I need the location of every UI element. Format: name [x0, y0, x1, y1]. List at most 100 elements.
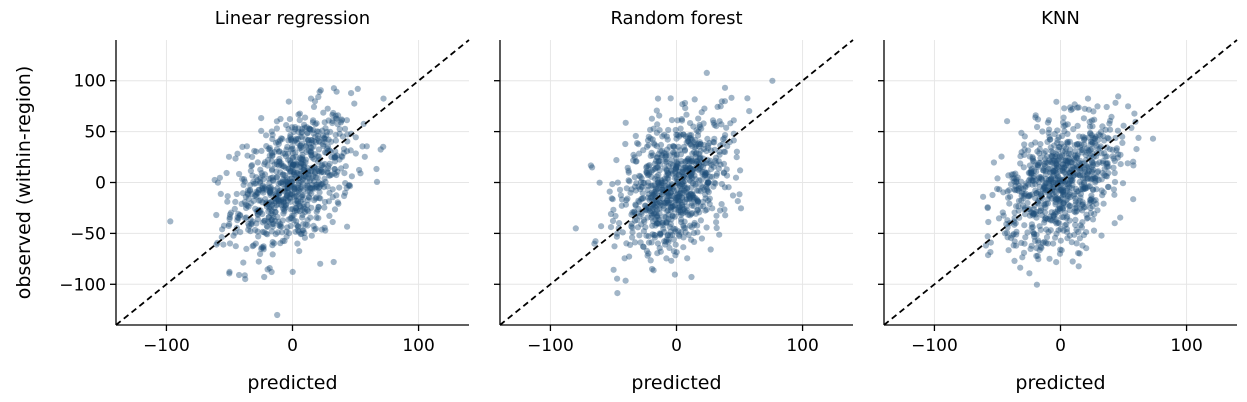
scatter-point — [1083, 184, 1091, 191]
scatter-point — [287, 191, 294, 198]
scatter-point — [695, 167, 702, 174]
scatter-point — [1004, 234, 1011, 241]
scatter-point — [1073, 163, 1080, 170]
scatter-point — [310, 172, 317, 179]
scatter-point — [628, 223, 635, 230]
scatter-point — [1075, 171, 1082, 178]
scatter-point — [723, 172, 731, 179]
scatter-point — [316, 88, 323, 95]
scatter-point — [296, 202, 303, 210]
scatter-point — [675, 206, 682, 214]
scatter-point — [1013, 231, 1020, 238]
scatter-point — [280, 210, 287, 217]
scatter-point — [276, 148, 283, 155]
scatter-point — [662, 199, 669, 206]
scatter-point — [622, 277, 629, 284]
scatter-point — [316, 168, 323, 175]
scatter-point — [279, 150, 286, 157]
scatter-point — [675, 193, 683, 200]
scatter-point — [1020, 195, 1027, 202]
scatter-point — [673, 160, 680, 167]
scatter-point — [672, 168, 679, 175]
scatter-point — [634, 224, 642, 231]
scatter-point — [290, 169, 298, 176]
scatter-point — [1074, 104, 1081, 111]
scatter-point — [1082, 203, 1089, 210]
scatter-point — [687, 191, 694, 198]
scatter-point — [661, 131, 668, 138]
scatter-point — [653, 173, 660, 180]
scatter-point — [654, 176, 661, 183]
scatter-point — [705, 197, 712, 204]
scatter-point — [1028, 224, 1035, 231]
scatter-point — [648, 149, 655, 156]
scatter-point — [654, 164, 661, 171]
scatter-point — [723, 124, 730, 131]
scatter-point — [626, 178, 633, 185]
scatter-point — [334, 199, 341, 206]
scatter-point — [274, 213, 281, 221]
scatter-point — [1085, 148, 1092, 155]
scatter-point — [657, 231, 664, 238]
scatter-point — [1049, 180, 1056, 187]
scatter-point — [658, 181, 665, 189]
scatter-point — [655, 180, 662, 187]
scatter-point — [662, 150, 669, 157]
scatter-point — [637, 186, 644, 193]
scatter-point — [657, 199, 664, 207]
scatter-point — [697, 217, 705, 224]
scatter-point — [300, 201, 307, 208]
scatter-point — [670, 149, 677, 156]
scatter-point — [1081, 141, 1088, 148]
scatter-point — [325, 165, 332, 172]
scatter-point — [694, 198, 701, 205]
scatter-point — [268, 174, 275, 182]
scatter-point — [643, 232, 650, 239]
scatter-point — [1010, 231, 1017, 238]
scatter-point — [1041, 161, 1048, 168]
scatter-point — [293, 169, 301, 176]
scatter-point — [257, 180, 264, 187]
scatter-point — [329, 117, 336, 125]
scatter-point — [635, 183, 642, 190]
scatter-point — [697, 155, 704, 162]
scatter-point — [265, 208, 272, 215]
scatter-point — [1011, 221, 1018, 228]
scatter-point — [1049, 149, 1056, 156]
scatter-point — [1048, 195, 1055, 202]
scatter-point — [618, 202, 625, 209]
scatter-point — [689, 190, 696, 197]
scatter-point — [342, 189, 349, 196]
scatter-point — [297, 178, 305, 185]
scatter-point — [292, 136, 299, 144]
scatter-point — [265, 214, 272, 221]
scatter-point — [683, 203, 690, 210]
scatter-point — [1009, 175, 1016, 182]
scatter-point — [689, 210, 696, 217]
scatter-point — [320, 132, 327, 139]
scatter-point — [688, 202, 696, 209]
scatter-point — [651, 234, 659, 241]
scatter-point — [632, 187, 639, 194]
scatter-point — [645, 133, 652, 140]
scatter-point — [308, 145, 315, 152]
scatter-point — [706, 200, 713, 208]
scatter-point — [681, 182, 688, 190]
scatter-point — [296, 110, 303, 117]
scatter-point — [296, 170, 303, 177]
scatter-point — [291, 167, 298, 174]
scatter-point — [663, 218, 670, 225]
scatter-point — [667, 160, 674, 167]
scatter-point — [689, 143, 696, 150]
scatter-point — [1013, 242, 1020, 249]
scatter-point — [336, 156, 343, 163]
scatter-point — [676, 198, 684, 205]
scatter-point — [328, 171, 335, 178]
scatter-point — [652, 204, 659, 212]
scatter-point — [273, 161, 280, 168]
scatter-point — [672, 165, 679, 172]
scatter-point — [1036, 208, 1043, 215]
scatter-point — [263, 132, 270, 139]
scatter-point — [1015, 182, 1022, 189]
scatter-point — [649, 222, 656, 229]
